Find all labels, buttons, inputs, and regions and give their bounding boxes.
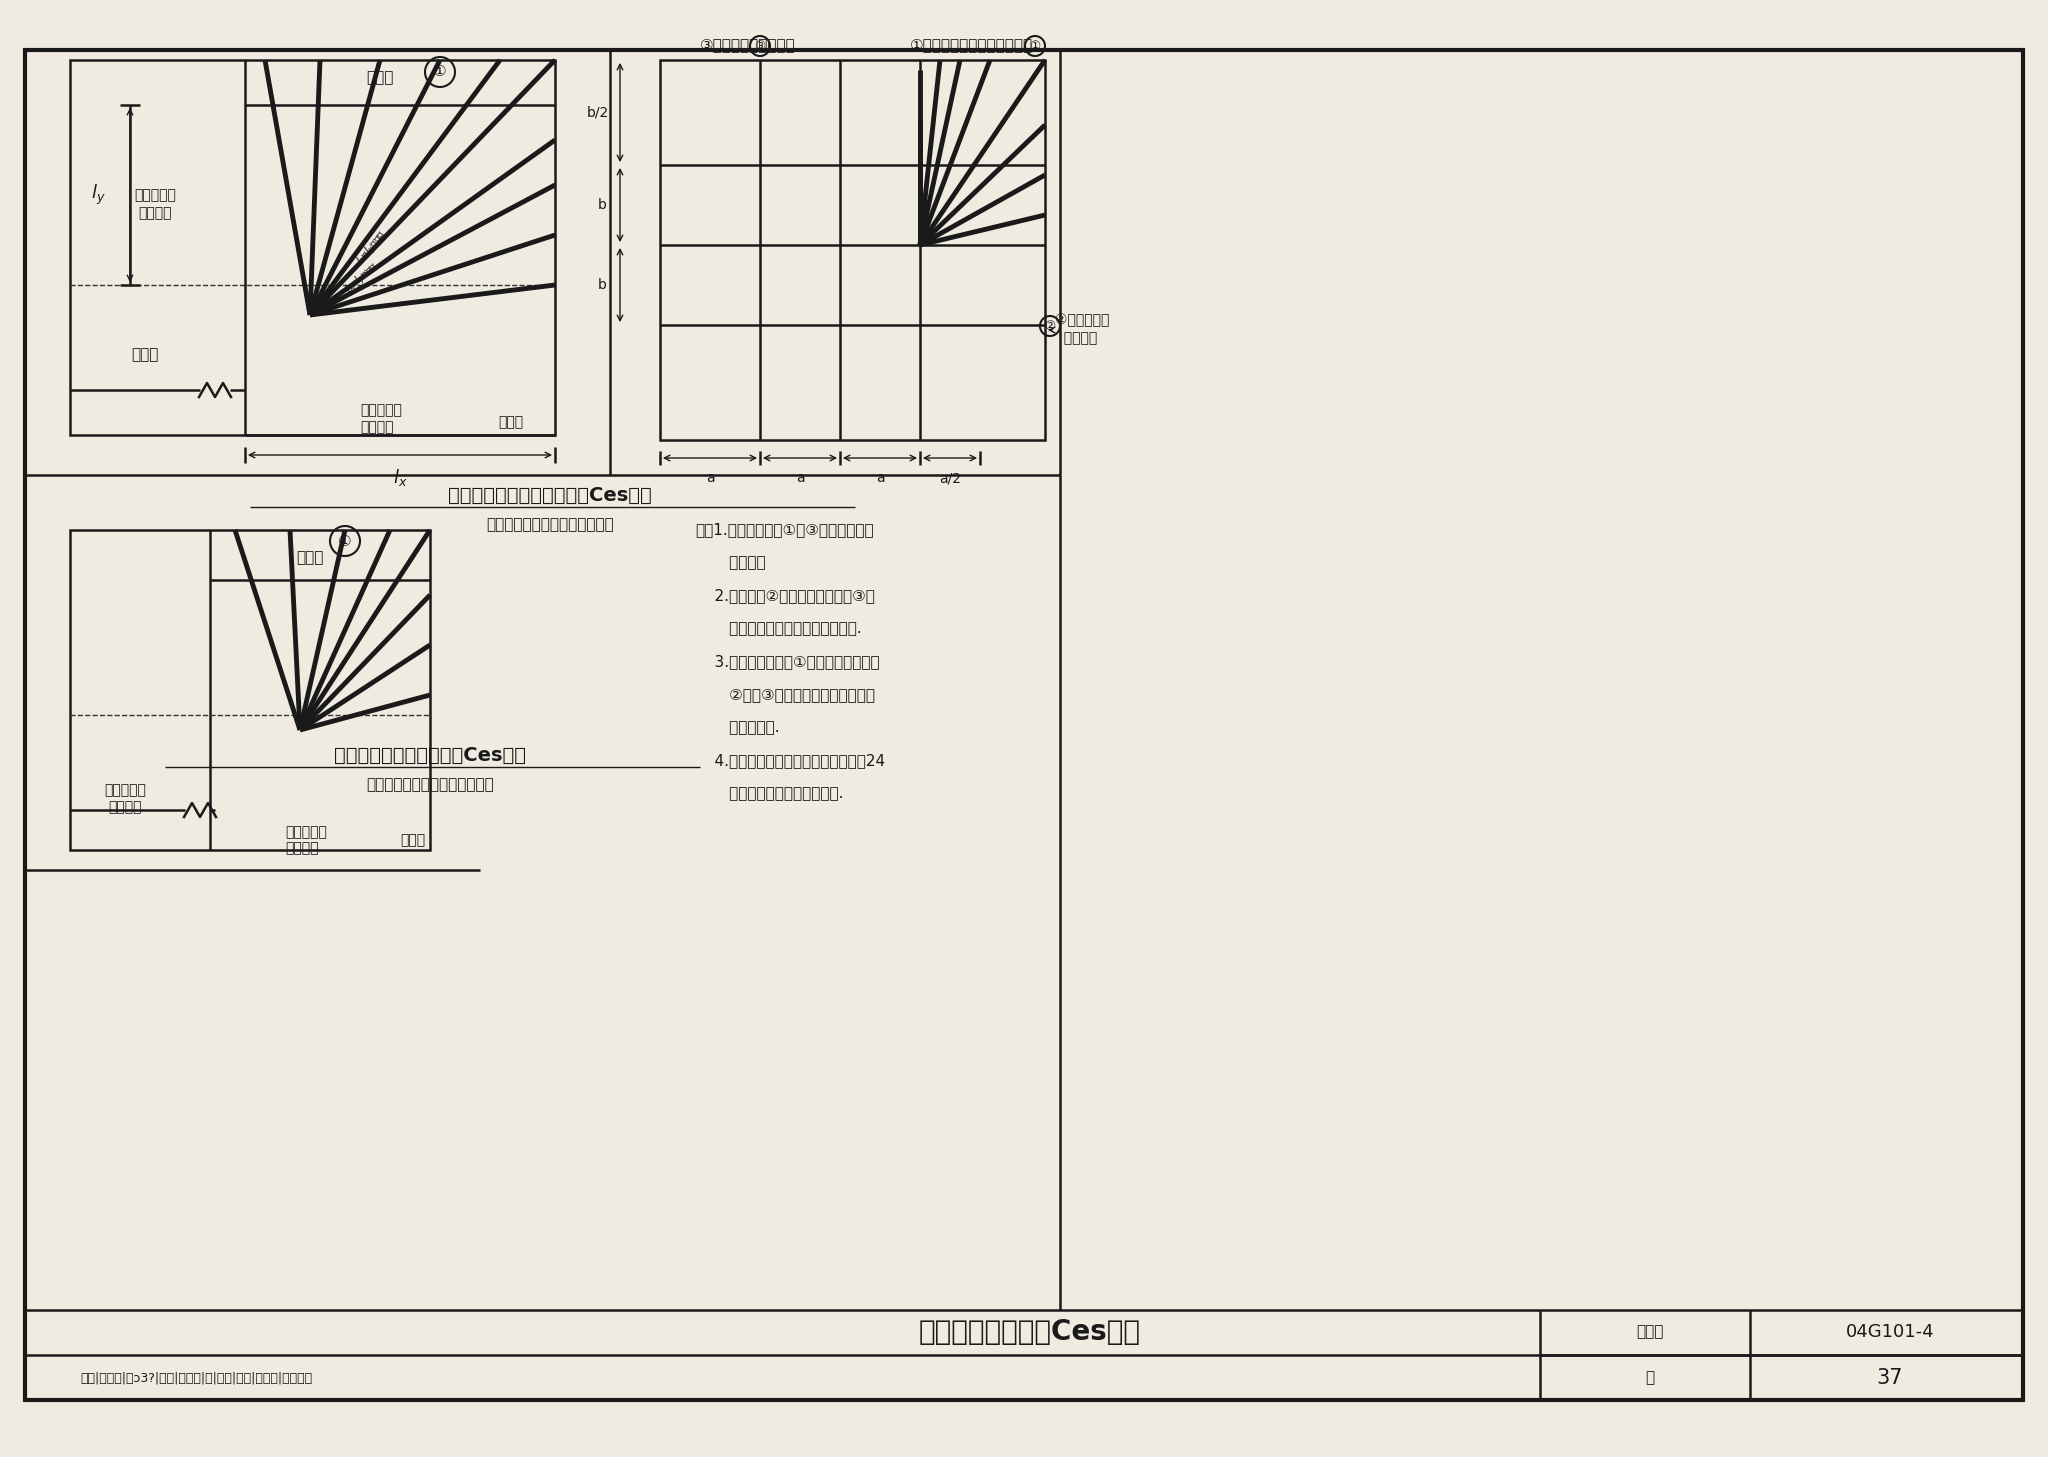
Text: 圈梁外侧: 圈梁外侧 [360, 420, 393, 434]
Text: 受力钢筋: 受力钢筋 [1055, 331, 1098, 345]
Text: ②号与③号筋下面与两筋交叉并斜: ②号与③号筋下面与两筋交叉并斜 [694, 688, 874, 702]
Text: a: a [797, 471, 805, 485]
Text: 圈梁外侧: 圈梁外侧 [139, 205, 172, 220]
Text: （本图未表示构造筋或分布筋）: （本图未表示构造筋或分布筋） [485, 517, 614, 532]
Text: 页: 页 [1645, 1371, 1655, 1386]
Text: ①: ① [338, 533, 352, 548]
Text: ③悬挑板上部受力钢筋: ③悬挑板上部受力钢筋 [700, 38, 797, 52]
Text: 注：1.在悬挑板内，①至③号筋应位于同: 注：1.在悬挑板内，①至③号筋应位于同 [694, 523, 874, 538]
Text: 审核|陈劲驀|乙ↄ3?|校对|刘其祥|划|其祥|设计|陈青来|下陈青素: 审核|陈劲驀|乙ↄ3?|校对|刘其祥|划|其祥|设计|陈青来|下陈青素 [80, 1371, 311, 1384]
Text: 悬挑板: 悬挑板 [297, 551, 324, 565]
Text: 页同层面受力钢筋交叉构造.: 页同层面受力钢筋交叉构造. [694, 787, 844, 801]
Text: ②: ② [1044, 319, 1055, 332]
Text: 悬挑板: 悬挑板 [367, 70, 393, 86]
Text: a: a [707, 471, 715, 485]
Text: 悬挑板: 悬挑板 [498, 415, 522, 428]
Text: 04G101-4: 04G101-4 [1845, 1323, 1933, 1340]
Text: 梁、砼墙或: 梁、砼墙或 [104, 782, 145, 797]
Text: a/2: a/2 [938, 471, 961, 485]
Text: ①: ① [434, 64, 446, 80]
Text: 延伸悬挑板悬挑阳角放射筋Ces构造: 延伸悬挑板悬挑阳角放射筋Ces构造 [449, 485, 651, 504]
Text: 2.在跨内，②号筋应向下斜弯到③号: 2.在跨内，②号筋应向下斜弯到③号 [694, 589, 874, 603]
Text: ①: ① [1030, 39, 1040, 52]
Text: $l_y$: $l_y$ [90, 184, 104, 207]
Text: ②悬挑板上部: ②悬挑板上部 [1055, 313, 1110, 326]
Text: 梁、砼墙或: 梁、砼墙或 [133, 188, 176, 203]
Text: b: b [598, 278, 606, 291]
Text: a: a [877, 471, 885, 485]
Text: 向跨内平伸.: 向跨内平伸. [694, 721, 780, 736]
Bar [70, 530, 430, 849]
Text: $l_x$与$l_y$之较小: $l_x$与$l_y$之较小 [342, 258, 383, 297]
Text: 梁、砼墙或: 梁、砼墙或 [285, 825, 328, 839]
Text: 梁、砼墙或: 梁、砼墙或 [360, 404, 401, 417]
Text: b/2: b/2 [588, 105, 608, 119]
Bar [659, 60, 1044, 440]
Text: 37: 37 [1876, 1368, 1903, 1389]
Text: ①悬挑阳角上部放射受力钢筋: ①悬挑阳角上部放射受力钢筋 [909, 38, 1032, 52]
Text: b: b [598, 198, 606, 213]
Text: $l_x$: $l_x$ [393, 466, 408, 488]
Text: 圈梁外侧: 圈梁外侧 [285, 841, 319, 855]
Text: 悬挑板: 悬挑板 [399, 833, 426, 847]
Text: 4.向下斜弯再向跨内平伸构造详见第24: 4.向下斜弯再向跨内平伸构造详见第24 [694, 753, 885, 768]
Text: 3.在支座和跨内，①号筋应向下斜弯到: 3.在支座和跨内，①号筋应向下斜弯到 [694, 654, 881, 670]
Bar [70, 60, 555, 436]
Text: 筋下面与该筋交叉并向跨内延伸.: 筋下面与该筋交叉并向跨内延伸. [694, 622, 862, 637]
Text: 图集号: 图集号 [1636, 1324, 1663, 1339]
Text: （本图未表示构造筋或分布筋）: （本图未表示构造筋或分布筋） [367, 778, 494, 793]
Text: 跨内板: 跨内板 [131, 348, 158, 363]
Text: 板悬挑阳角放射筋Ces构造: 板悬挑阳角放射筋Ces构造 [920, 1319, 1141, 1346]
Text: 一层面。: 一层面。 [694, 555, 766, 571]
Text: 纯悬挑板悬挑阳角放射筋Ces构造: 纯悬挑板悬挑阳角放射筋Ces构造 [334, 746, 526, 765]
Text: $l_x$与$l_y$之较大: $l_x$与$l_y$之较大 [354, 227, 391, 270]
Text: ③: ③ [754, 39, 766, 52]
Text: 圈梁外侧: 圈梁外侧 [109, 800, 141, 814]
